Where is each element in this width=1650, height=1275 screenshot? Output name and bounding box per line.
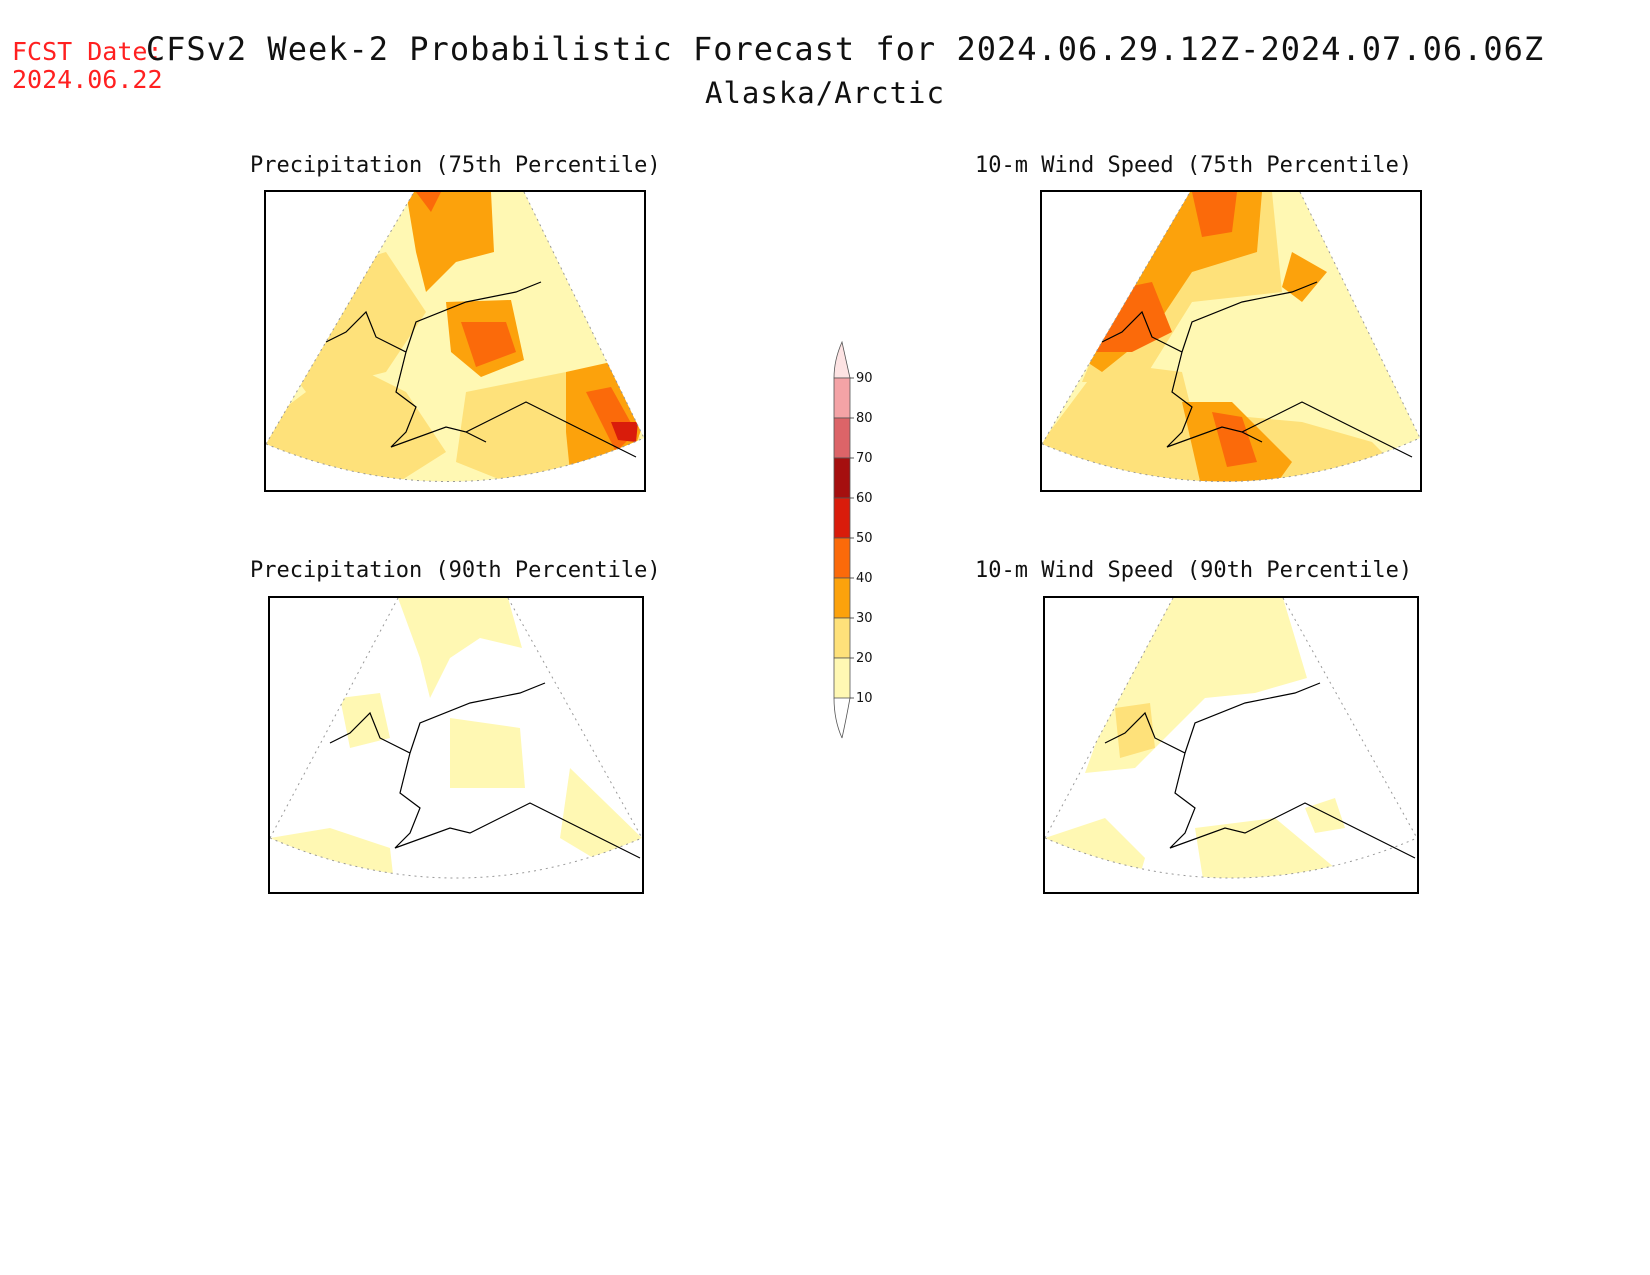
main-title: CFSv2 Week-2 Probabilistic Forecast for … — [145, 30, 1545, 68]
shade-20-30 — [266, 362, 446, 482]
legend-swatch-above-90 — [833, 340, 851, 379]
map-precip-90 — [268, 596, 644, 894]
panel-title-wind-75: 10-m Wind Speed (75th Percentile) — [975, 153, 1413, 178]
shade-40-50 — [1212, 412, 1257, 467]
panel-title-precip-90: Precipitation (90th Percentile) — [250, 558, 661, 583]
graticule — [1045, 598, 1417, 879]
graticule — [266, 192, 644, 483]
shade-30-40 — [406, 192, 494, 292]
shade-10-20 — [450, 718, 525, 788]
legend-swatch-10-20 — [833, 657, 851, 699]
legend-label-80: 80 — [856, 411, 873, 426]
legend-label-70: 70 — [856, 451, 873, 466]
shade-40-50 — [416, 192, 441, 212]
graticule — [1042, 192, 1420, 483]
forecast-date-label: FCST Date: — [12, 37, 163, 66]
legend-swatch-40-50 — [833, 537, 851, 579]
coastline — [329, 682, 641, 859]
panel-title-precip-75: Precipitation (75th Percentile) — [250, 153, 661, 178]
forecast-date-value: 2024.06.22 — [12, 65, 163, 94]
coastline — [325, 281, 637, 458]
legend-label-50: 50 — [856, 531, 873, 546]
shade-40-50 — [1192, 192, 1237, 237]
shade-10-20 — [340, 693, 390, 748]
shade-40-50 — [461, 322, 516, 367]
map-wind-75 — [1040, 190, 1422, 492]
legend-label-20: 20 — [856, 651, 873, 666]
color-legend: 90 80 70 60 50 40 30 20 10 — [820, 330, 910, 750]
legend-swatch-20-30 — [833, 617, 851, 659]
shade-10-20 — [560, 768, 642, 868]
shade-10-20 — [1305, 798, 1345, 833]
legend-swatch-80-90 — [833, 377, 851, 419]
legend-label-60: 60 — [856, 491, 873, 506]
legend-label-90: 90 — [856, 371, 873, 386]
legend-swatch-50-60 — [833, 497, 851, 539]
legend-swatch-60-70 — [833, 457, 851, 499]
map-wind-90 — [1043, 596, 1419, 894]
legend-swatch-30-40 — [833, 577, 851, 619]
legend-label-30: 30 — [856, 611, 873, 626]
legend-label-40: 40 — [856, 571, 873, 586]
forecast-date-block: FCST Date: 2024.06.22 — [12, 38, 163, 94]
coastline — [1104, 682, 1416, 859]
legend-ticks — [850, 377, 854, 699]
legend-swatch-70-80 — [833, 417, 851, 459]
graticule — [270, 598, 642, 879]
shade-10-20 — [398, 598, 522, 698]
shade-50-60 — [611, 422, 638, 442]
shade-20-30 — [1115, 703, 1155, 758]
map-precip-75 — [264, 190, 646, 492]
coastline — [1101, 281, 1413, 458]
shade-10-20 — [1045, 818, 1145, 878]
panel-title-wind-90: 10-m Wind Speed (90th Percentile) — [975, 558, 1413, 583]
shade-30-40 — [1282, 252, 1327, 302]
shade-10-20 — [1085, 598, 1307, 773]
legend-tail — [833, 697, 851, 739]
region-subtitle: Alaska/Arctic — [705, 76, 945, 110]
legend-label-10: 10 — [856, 691, 873, 706]
